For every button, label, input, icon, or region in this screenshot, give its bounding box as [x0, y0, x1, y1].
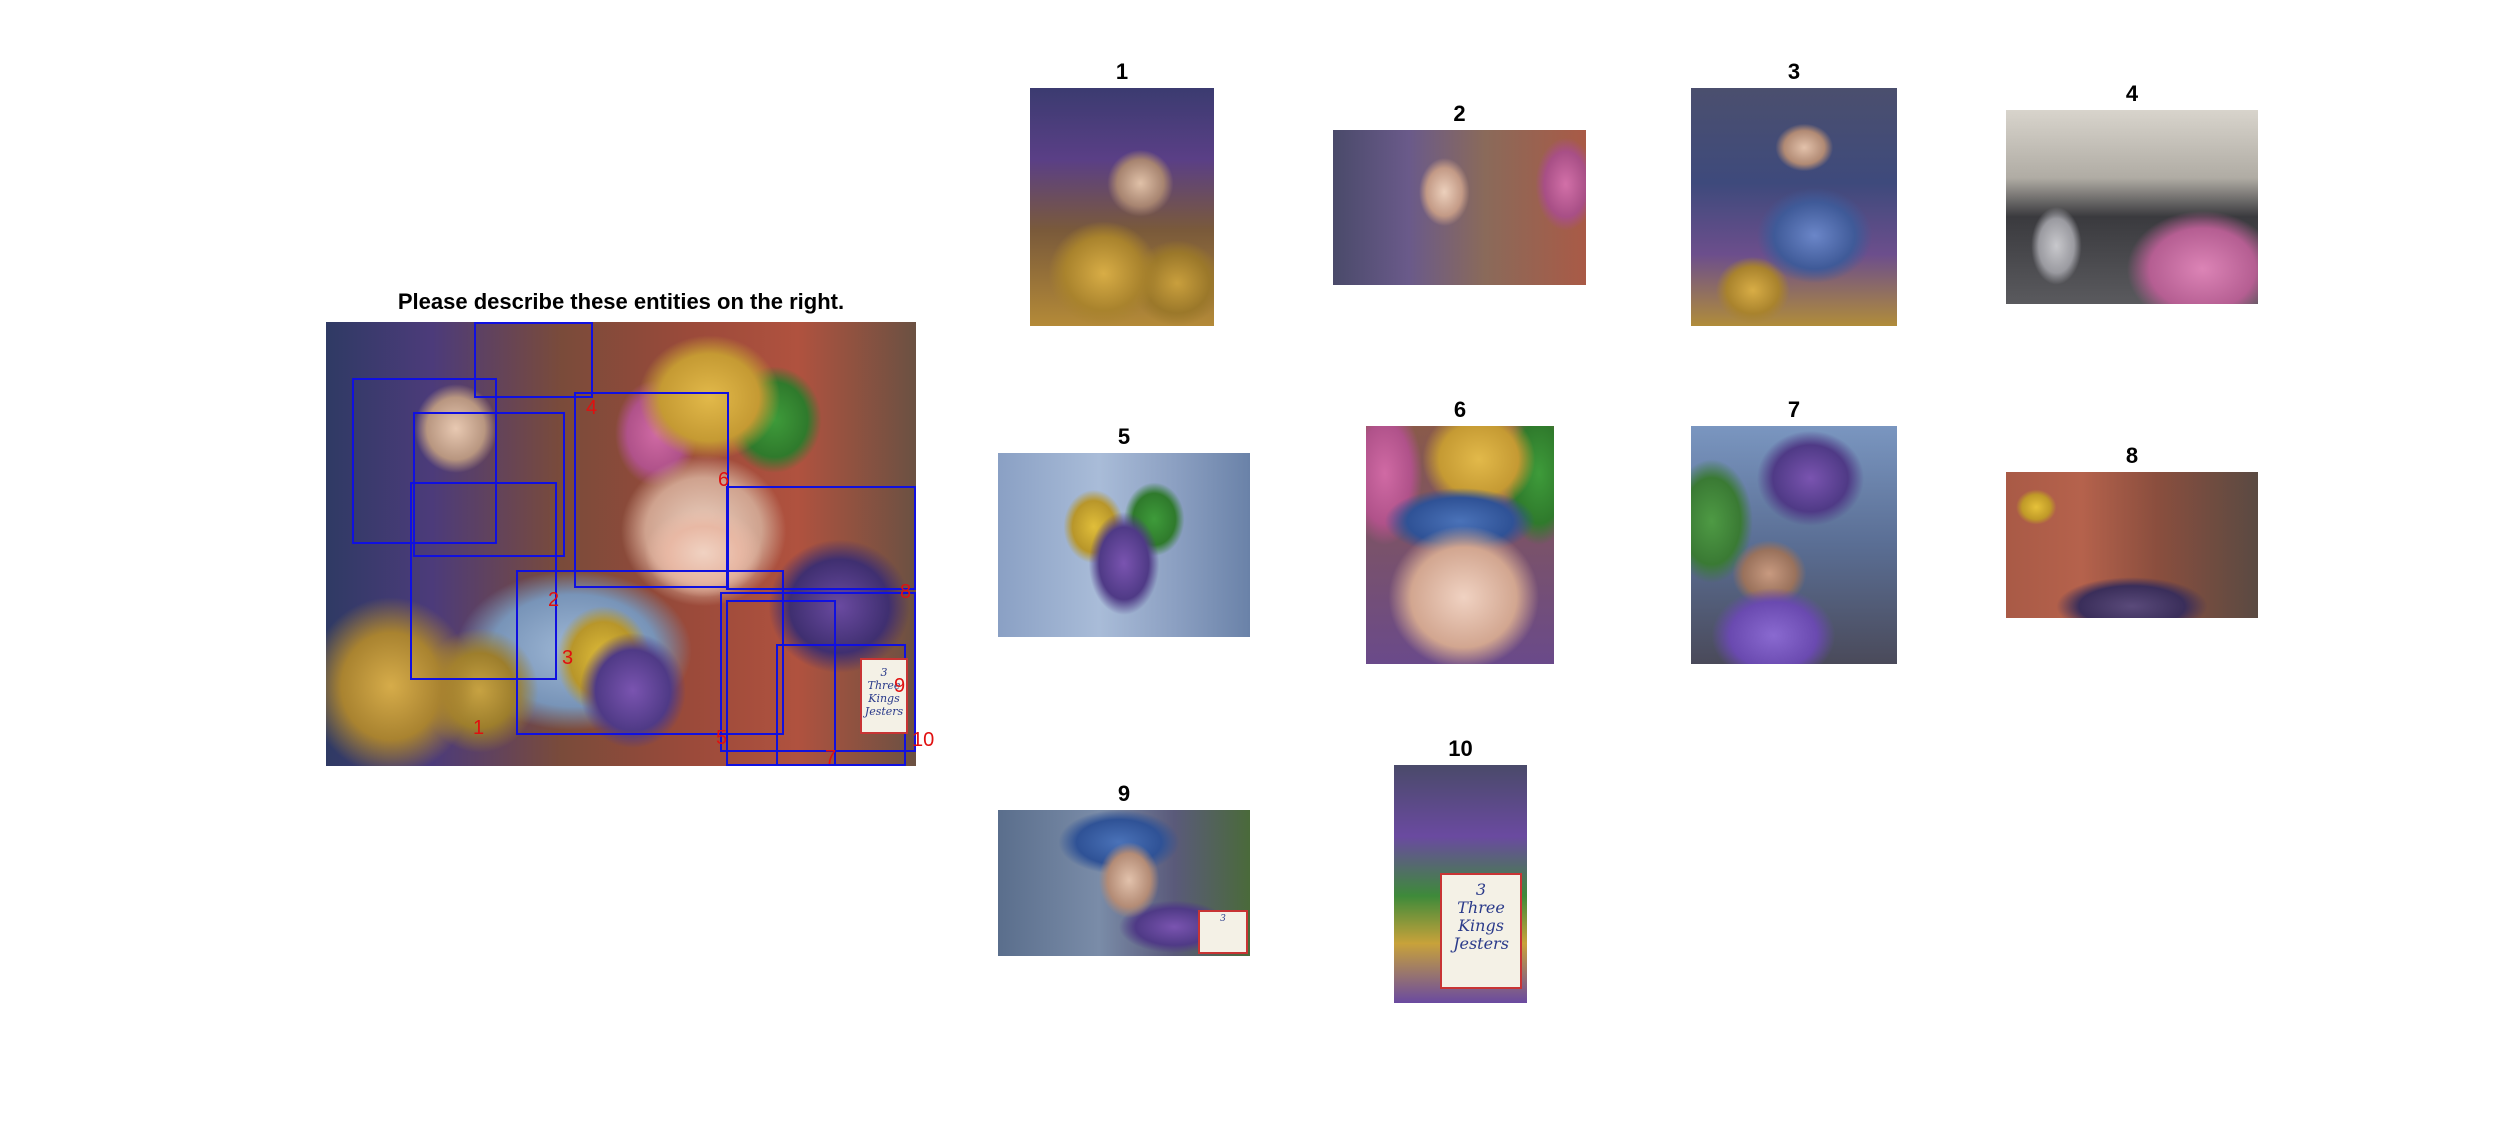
crop-4: 4 [2006, 81, 2258, 304]
crop-1-label: 1 [1115, 59, 1129, 84]
bbox-6 [574, 392, 729, 588]
crop-1: 1 [1030, 59, 1214, 326]
crop-9-label: 9 [1117, 781, 1131, 806]
bbox-label-7: 7 [825, 747, 837, 766]
bbox-9 [720, 592, 916, 752]
bbox-label-5: 5 [716, 727, 728, 749]
crop-10-label: 10 [1448, 736, 1473, 761]
crop-5-label: 5 [1117, 424, 1131, 449]
crop-3-label: 3 [1787, 59, 1801, 84]
bbox-label-4: 4 [586, 397, 598, 419]
bbox-label-3: 3 [562, 647, 574, 669]
crop-2-image [1333, 130, 1586, 285]
bbox-label-2: 2 [548, 589, 560, 611]
crop-9: 9 3 [998, 781, 1250, 956]
bbox-8 [726, 486, 916, 590]
bbox-2 [413, 412, 565, 557]
bbox-label-9: 9 [894, 675, 906, 697]
bbox-label-8: 8 [900, 581, 912, 603]
crop-3-image [1691, 88, 1897, 326]
crop-6-label: 6 [1453, 397, 1467, 422]
crop-7: 7 [1691, 397, 1897, 664]
crop-10: 10 3 Three Kings Jesters [1394, 736, 1527, 1003]
crop-6-image [1366, 426, 1554, 664]
crop-6: 6 [1366, 397, 1554, 664]
crop-8-image [2006, 472, 2258, 618]
bbox-label-10: 10 [912, 729, 935, 751]
crop-8: 8 [2006, 443, 2258, 618]
crop-10-image: 3 Three Kings Jesters [1394, 765, 1527, 1003]
bbox-label-1: 1 [473, 717, 485, 739]
crop-7-image [1691, 426, 1897, 664]
main-figure: 3 Three Kings Jesters 1 2 3 4 5 6 7 8 9 [326, 322, 916, 766]
float-sign: 3 Three Kings Jesters [860, 658, 908, 734]
crop-3: 3 [1691, 59, 1897, 326]
crop-1-image [1030, 88, 1214, 326]
figure-title: Please describe these entities on the ri… [397, 289, 845, 314]
bbox-1 [352, 378, 497, 544]
crop-4-image [2006, 110, 2258, 304]
crop-5-image [998, 453, 1250, 637]
bbox-5 [516, 570, 784, 735]
crop-4-label: 4 [2125, 81, 2139, 106]
bbox-3 [410, 482, 557, 680]
crop-2: 2 [1333, 101, 1586, 285]
bbox-label-6: 6 [718, 469, 730, 491]
crop-5: 5 [998, 424, 1250, 637]
crop-7-label: 7 [1787, 397, 1801, 422]
crop-9-image: 3 [998, 810, 1250, 956]
bbox-4-upper [474, 322, 593, 398]
crop-8-label: 8 [2125, 443, 2139, 468]
crop-10-sign: 3 Three Kings Jesters [1440, 873, 1522, 989]
crop-2-label: 2 [1453, 101, 1466, 126]
crop-9-sign: 3 [1198, 910, 1248, 954]
